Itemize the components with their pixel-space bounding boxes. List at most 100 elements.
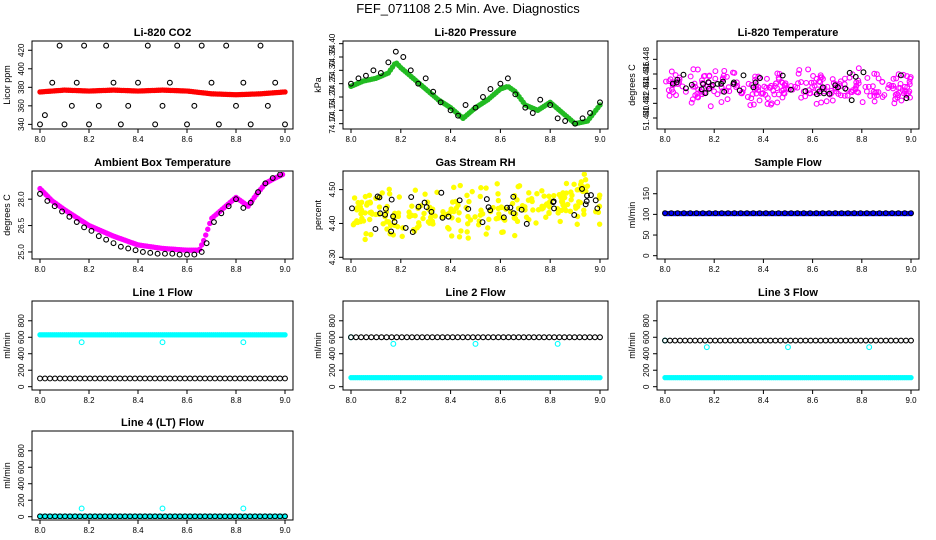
data-point bbox=[875, 89, 882, 96]
data-point bbox=[663, 78, 669, 85]
data-point bbox=[376, 204, 383, 210]
x-tick-label: 8.6 bbox=[807, 396, 819, 405]
data-point bbox=[282, 89, 288, 95]
data-point bbox=[199, 242, 205, 248]
data-point bbox=[779, 72, 786, 79]
y-tick-label: 50 bbox=[642, 230, 651, 239]
data-point bbox=[415, 203, 422, 210]
data-point bbox=[662, 337, 668, 344]
data-point bbox=[560, 190, 566, 196]
data-point bbox=[556, 334, 563, 341]
data-point bbox=[223, 42, 230, 49]
data-point bbox=[117, 121, 124, 128]
y-tick-label: 200 bbox=[17, 493, 26, 507]
y-tick-label: 51.444 bbox=[642, 76, 651, 101]
data-point bbox=[469, 188, 475, 195]
y-tick-label: 400 bbox=[17, 477, 26, 491]
series-line2-reference bbox=[348, 334, 603, 341]
chart-title: Li-820 CO2 bbox=[134, 27, 191, 39]
series-line1-flow bbox=[37, 332, 288, 338]
data-point bbox=[438, 189, 445, 196]
data-point bbox=[904, 83, 911, 90]
x-tick-label: 9.0 bbox=[279, 135, 291, 144]
data-point bbox=[757, 75, 763, 81]
data-point bbox=[802, 337, 809, 344]
data-point bbox=[596, 221, 603, 227]
data-point bbox=[87, 375, 93, 382]
data-point bbox=[669, 80, 676, 87]
data-point bbox=[895, 92, 902, 99]
data-point bbox=[717, 337, 724, 344]
data-point bbox=[705, 79, 712, 86]
data-point bbox=[847, 337, 854, 344]
data-point bbox=[504, 204, 510, 211]
series-line1-reference bbox=[37, 375, 288, 382]
data-point bbox=[465, 213, 471, 220]
data-point bbox=[539, 188, 545, 194]
data-point bbox=[543, 214, 549, 220]
data-point bbox=[822, 337, 829, 344]
series-licor-co2 bbox=[37, 87, 288, 98]
data-point bbox=[455, 202, 461, 208]
data-point bbox=[390, 213, 397, 220]
data-point bbox=[875, 75, 882, 82]
x-tick-label: 8.2 bbox=[83, 135, 95, 144]
x-tick-label: 8.6 bbox=[181, 135, 193, 144]
data-point bbox=[763, 75, 770, 82]
data-point bbox=[353, 334, 360, 341]
data-point bbox=[449, 334, 456, 341]
data-point bbox=[518, 206, 525, 213]
data-point bbox=[712, 68, 719, 75]
data-point bbox=[225, 203, 232, 210]
data-point bbox=[867, 337, 874, 344]
data-point bbox=[689, 96, 696, 103]
data-point bbox=[558, 207, 565, 214]
x-tick-label: 8.4 bbox=[132, 265, 144, 274]
data-point bbox=[122, 375, 128, 382]
x-tick-label: 8.0 bbox=[345, 265, 357, 274]
data-point bbox=[117, 375, 123, 382]
data-point bbox=[459, 334, 466, 341]
data-point bbox=[844, 92, 851, 99]
data-point bbox=[205, 226, 211, 232]
data-point bbox=[832, 210, 839, 217]
data-point bbox=[495, 191, 501, 197]
data-point bbox=[73, 219, 80, 225]
data-point bbox=[485, 225, 491, 231]
x-tick-label: 8.0 bbox=[345, 396, 357, 405]
data-point bbox=[203, 240, 210, 247]
data-point bbox=[672, 72, 679, 79]
data-point bbox=[495, 334, 502, 341]
data-point bbox=[470, 334, 476, 341]
data-point bbox=[864, 74, 871, 81]
data-point bbox=[813, 210, 820, 217]
data-point bbox=[576, 334, 583, 341]
data-point bbox=[77, 375, 83, 382]
data-point bbox=[448, 206, 454, 212]
chart-line2: Line 2 Flow ml/min 0 200 400 600 800 8.0 8.2 8.4 8… bbox=[313, 287, 609, 405]
data-point bbox=[662, 210, 668, 217]
data-point bbox=[44, 197, 51, 204]
chart-pressure: Li-820 PressurekPa74.1074.1574.2074.2574… bbox=[313, 27, 609, 144]
data-point bbox=[557, 218, 563, 225]
data-point bbox=[444, 334, 451, 341]
data-point bbox=[842, 337, 849, 344]
data-point bbox=[448, 233, 455, 239]
data-point bbox=[125, 245, 132, 252]
data-point bbox=[462, 102, 469, 108]
data-point bbox=[157, 375, 163, 382]
data-point bbox=[485, 334, 492, 341]
data-point bbox=[712, 210, 719, 217]
data-point bbox=[218, 210, 225, 217]
data-point bbox=[523, 220, 530, 227]
data-point bbox=[596, 192, 603, 198]
plot-frame bbox=[31, 430, 294, 521]
data-point bbox=[677, 337, 684, 344]
data-point bbox=[721, 67, 728, 74]
y-tick-label: 26.5 bbox=[17, 217, 26, 233]
series-reference-rh bbox=[349, 185, 601, 236]
data-point bbox=[414, 225, 420, 231]
data-point bbox=[736, 87, 743, 94]
data-point bbox=[768, 101, 774, 108]
